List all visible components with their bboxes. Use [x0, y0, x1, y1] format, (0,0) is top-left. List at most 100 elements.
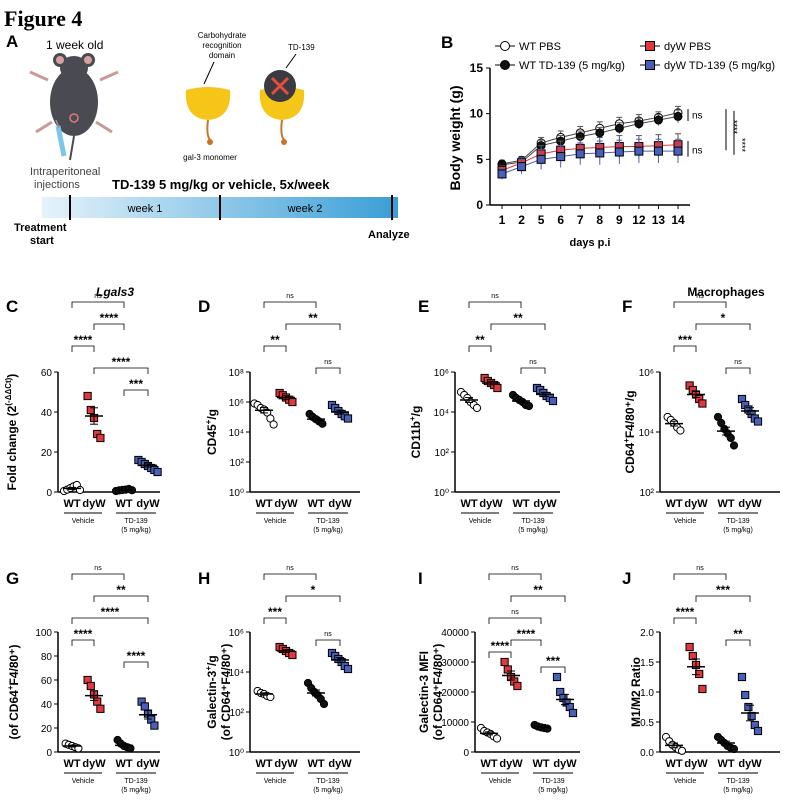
- y-tick-label: 1.5: [640, 658, 654, 669]
- sig-label: ns: [324, 631, 332, 638]
- group-0: [476, 723, 502, 743]
- y-tick-label: 10²: [230, 708, 245, 719]
- y-tick-label: 10⁰: [229, 748, 244, 759]
- y-tick-label: 10: [470, 107, 484, 121]
- x-tick-label: 12: [632, 213, 646, 227]
- treatment-dose-label: (5 mg/kg): [538, 787, 568, 794]
- y-axis-label-sup: +: [204, 666, 213, 671]
- y-axis-label-sup: +: [408, 416, 417, 421]
- panel-letter-i: I: [418, 569, 423, 588]
- y-tick-label: 10⁶: [434, 368, 449, 379]
- data-point: [698, 399, 707, 408]
- series-line: [501, 150, 678, 175]
- x-tick-label: dyW: [328, 758, 352, 770]
- data-point: [685, 642, 694, 652]
- data-point: [150, 721, 159, 730]
- sig-bracket: [673, 345, 697, 352]
- x-tick-label: WT: [717, 498, 734, 510]
- sig-bracket: [263, 617, 287, 624]
- y-axis-label-main: Galectin-3: [205, 670, 219, 728]
- x-tick-label: WT: [512, 498, 529, 510]
- x-tick-label: WT: [63, 758, 80, 770]
- group-0: [253, 686, 275, 702]
- group-2: [508, 390, 534, 411]
- data-point: [753, 417, 763, 426]
- data-point: [676, 426, 685, 435]
- group-2: [713, 732, 739, 754]
- y-tick-label: 40: [41, 408, 53, 419]
- y-axis-label: CD45+/g: [204, 409, 219, 455]
- x-tick-label: dyW: [738, 498, 762, 510]
- y-tick-label: 10⁰: [229, 488, 244, 499]
- data-point: [556, 152, 566, 162]
- sig-bracket: [71, 617, 149, 624]
- y-tick-label: 10⁴: [434, 408, 449, 419]
- series-line: [501, 115, 679, 166]
- x-tick-label: dyW: [274, 498, 298, 510]
- data-point: [343, 414, 353, 423]
- panel-letter-b: B: [441, 33, 453, 52]
- group-0: [663, 412, 685, 435]
- x-tick-label: dyW: [499, 758, 523, 770]
- y-tick-label: 10⁶: [229, 628, 244, 639]
- x-tick-label: dyW: [684, 758, 708, 770]
- x-tick-label: dyW: [553, 758, 577, 770]
- sig-label: ****: [101, 605, 120, 619]
- y-tick-label: 10⁴: [229, 668, 244, 679]
- treatment-label: TD-139: [124, 778, 147, 785]
- data-point: [96, 704, 105, 713]
- treatment-label: TD-139: [541, 778, 564, 785]
- sig-bracket: [510, 639, 542, 646]
- sig-label: **: [533, 583, 543, 597]
- data-point: [269, 420, 278, 429]
- y-axis-label-line-2: (of CD64⁺F4/80⁺): [219, 644, 233, 741]
- sig-label: ****: [729, 120, 739, 135]
- data-point: [737, 672, 747, 682]
- group-3: [737, 672, 763, 736]
- sig-label: **: [733, 627, 743, 641]
- x-tick-label: dyW: [274, 758, 298, 770]
- sig-label: ****: [676, 605, 695, 619]
- group-1: [685, 381, 707, 408]
- y-tick-label: 80: [41, 652, 53, 663]
- x-tick-label: dyW: [738, 758, 762, 770]
- treatment-label: TD-139: [521, 518, 544, 525]
- y-tick-label: 10²: [640, 488, 655, 499]
- sig-label: **: [308, 311, 318, 325]
- group-0: [59, 480, 85, 496]
- legend-marker: [645, 41, 655, 51]
- data-point: [595, 128, 605, 138]
- x-tick-label: WT: [255, 498, 272, 510]
- treatment-dose-label: (5 mg/kg): [723, 527, 753, 534]
- sig-label: ****: [112, 355, 131, 369]
- x-tick-label: dyW: [328, 498, 352, 510]
- sig-bracket: [673, 573, 727, 580]
- y-tick-label: 20: [41, 724, 53, 735]
- y-tick-label: 10⁴: [229, 428, 244, 439]
- panel-letter-a: A: [6, 32, 18, 51]
- group-3: [532, 383, 558, 406]
- series-1: [497, 109, 683, 170]
- data-point: [517, 162, 527, 172]
- group-3: [134, 455, 162, 477]
- panel-h-chart: H 10⁰ 10² 10⁴ 10⁶ Galectin-3+/g (of CD64⁺F4/80…: [198, 565, 360, 794]
- group-1: [500, 657, 522, 691]
- group-1: [275, 642, 297, 660]
- treatment-label: TD-139: [124, 518, 147, 525]
- y-tick-label: 30000: [441, 658, 469, 669]
- sig-bracket: [520, 367, 546, 374]
- group-0: [661, 732, 687, 755]
- vehicle-label: Vehicle: [469, 518, 492, 525]
- data-point: [729, 441, 739, 450]
- sig-label: ns: [696, 565, 704, 572]
- data-point: [614, 147, 624, 157]
- x-tick-label: dyW: [136, 498, 160, 510]
- sig-bracket: [673, 301, 727, 308]
- sig-bracket: [673, 617, 697, 624]
- sig-label: **: [475, 333, 485, 347]
- sig-label: ****: [517, 627, 536, 641]
- panel-letter-c: C: [6, 297, 18, 316]
- data-point: [503, 665, 512, 674]
